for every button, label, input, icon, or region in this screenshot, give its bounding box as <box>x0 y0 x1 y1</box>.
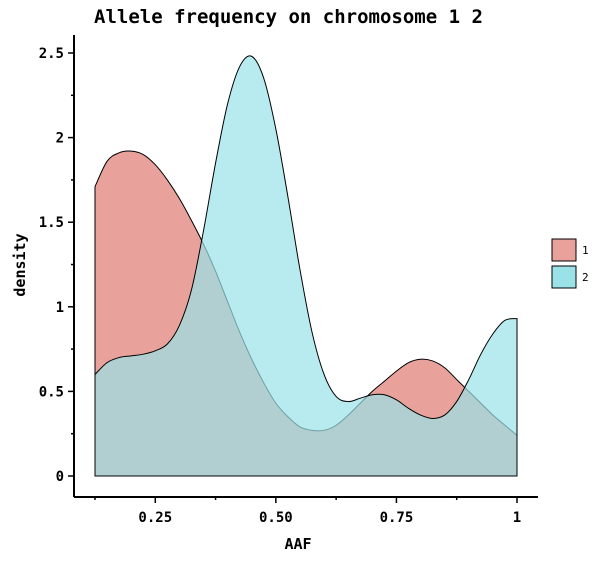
legend-label-series-2: 2 <box>582 271 589 284</box>
y-tick-label: 2 <box>56 131 64 147</box>
y-axis-title: density <box>11 233 29 296</box>
y-tick-label: 1.5 <box>39 215 64 231</box>
y-tick-label: 1 <box>56 300 64 316</box>
legend-label-series-1: 1 <box>582 244 589 257</box>
x-axis-title: AAF <box>284 535 311 553</box>
y-tick-label: 0 <box>56 469 64 485</box>
x-tick-label: 0.75 <box>380 510 414 526</box>
x-tick-label: 0.25 <box>138 510 172 526</box>
density-area-series-2 <box>94 55 518 477</box>
x-tick-label: 0.50 <box>259 510 293 526</box>
chart-title: Allele frequency on chromosome 1 2 <box>94 6 483 28</box>
legend-swatch-series-2 <box>551 265 577 289</box>
legend-swatch-series-1 <box>551 238 577 262</box>
y-tick-label: 0.5 <box>39 384 64 400</box>
y-tick-label: 2.5 <box>39 46 64 62</box>
legend: 12 <box>551 238 589 289</box>
x-tick-label: 1 <box>513 510 521 526</box>
density-areas <box>94 55 518 477</box>
axes: 0 0.5 1 1.5 2 2.5 0.25 0.50 0.75 1 <box>39 35 538 526</box>
